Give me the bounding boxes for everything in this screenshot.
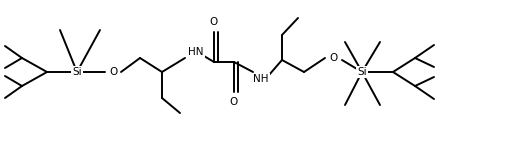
Text: O: O — [109, 67, 117, 77]
Text: NH: NH — [253, 74, 269, 84]
Text: O: O — [330, 53, 338, 63]
Text: O: O — [230, 97, 238, 107]
Text: Si: Si — [72, 67, 82, 77]
Text: Si: Si — [357, 67, 367, 77]
Text: O: O — [210, 17, 218, 27]
Text: HN: HN — [188, 47, 204, 57]
